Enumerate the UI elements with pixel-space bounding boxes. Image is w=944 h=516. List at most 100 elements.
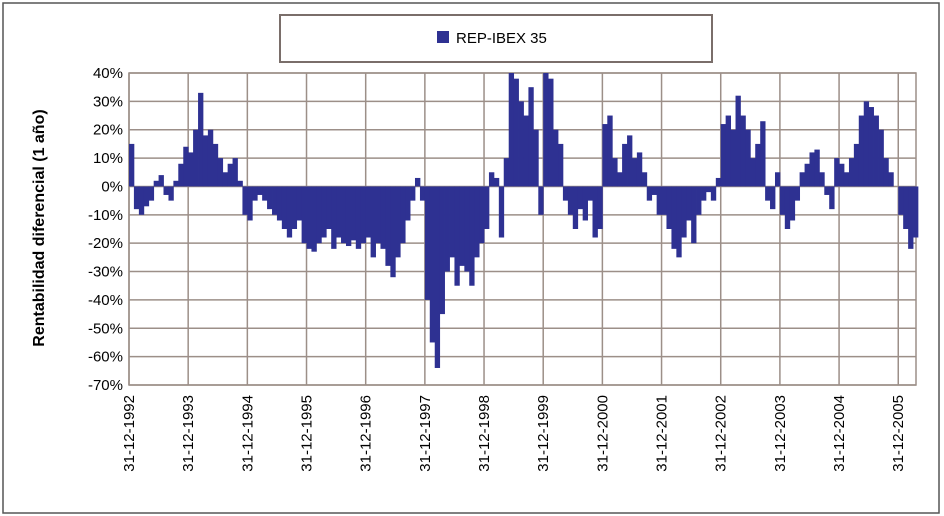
bar bbox=[336, 186, 342, 238]
bar bbox=[577, 186, 584, 210]
bar bbox=[360, 186, 367, 244]
bar bbox=[567, 186, 574, 215]
bar bbox=[479, 186, 485, 244]
bar bbox=[819, 172, 825, 187]
bar bbox=[390, 186, 396, 278]
bar bbox=[163, 186, 169, 195]
bar bbox=[173, 180, 179, 187]
x-tick-label: 31-12-2004 bbox=[831, 395, 848, 472]
bar bbox=[582, 186, 588, 221]
bar bbox=[765, 186, 771, 201]
bar bbox=[631, 158, 638, 187]
y-axis-label: Rentabilidad diferencial (1 año) bbox=[31, 109, 48, 346]
bar bbox=[701, 186, 707, 201]
bar bbox=[484, 186, 490, 229]
bar bbox=[158, 175, 164, 187]
bar bbox=[538, 186, 544, 215]
bar bbox=[794, 186, 801, 201]
bar bbox=[686, 186, 692, 221]
bar bbox=[419, 186, 426, 201]
bar bbox=[750, 158, 756, 187]
bar bbox=[888, 172, 894, 187]
legend-swatch bbox=[437, 31, 449, 43]
bar bbox=[518, 101, 524, 187]
bar bbox=[138, 186, 145, 215]
bar bbox=[129, 143, 135, 187]
bar bbox=[143, 186, 150, 207]
bar bbox=[217, 158, 224, 187]
bar bbox=[474, 186, 480, 258]
y-tick-label: -30% bbox=[88, 264, 123, 281]
bar bbox=[449, 186, 455, 258]
bar bbox=[533, 129, 539, 187]
bar bbox=[508, 73, 515, 187]
bar bbox=[868, 107, 874, 187]
bar bbox=[548, 78, 554, 187]
bar bbox=[252, 186, 258, 201]
bar bbox=[434, 186, 441, 368]
bar bbox=[853, 143, 860, 187]
bar bbox=[908, 186, 914, 249]
bar bbox=[770, 186, 776, 210]
y-tick-label: -70% bbox=[88, 377, 123, 394]
bar bbox=[454, 186, 460, 286]
bar bbox=[424, 186, 431, 300]
y-tick-label: 30% bbox=[93, 93, 123, 110]
bar bbox=[331, 186, 337, 249]
bar bbox=[774, 172, 781, 187]
bar bbox=[459, 186, 465, 266]
x-tick-label: 31-12-1998 bbox=[476, 395, 493, 472]
bar bbox=[725, 115, 732, 187]
legend-label: REP-IBEX 35 bbox=[456, 30, 547, 47]
bar bbox=[760, 121, 766, 187]
bar bbox=[198, 92, 204, 187]
bar bbox=[306, 186, 312, 249]
bar bbox=[513, 78, 519, 187]
bar bbox=[237, 180, 243, 187]
bar bbox=[429, 186, 436, 343]
bar bbox=[493, 177, 500, 187]
bar bbox=[715, 177, 722, 187]
bar bbox=[784, 186, 791, 229]
bar bbox=[834, 158, 840, 187]
bar bbox=[553, 129, 559, 187]
bar bbox=[503, 158, 510, 187]
bar bbox=[681, 186, 687, 238]
bar bbox=[666, 186, 672, 229]
bar bbox=[380, 186, 386, 249]
bar bbox=[607, 115, 613, 187]
bar bbox=[400, 186, 406, 244]
x-tick-label: 31-12-1999 bbox=[535, 395, 552, 472]
bar bbox=[913, 186, 919, 238]
bar bbox=[829, 186, 835, 210]
bar bbox=[498, 186, 505, 238]
x-tick-label: 31-12-1997 bbox=[417, 395, 434, 472]
bar bbox=[316, 186, 322, 244]
bar bbox=[612, 158, 618, 187]
x-tick-label: 31-12-2002 bbox=[713, 395, 730, 472]
bar bbox=[341, 186, 347, 244]
bar bbox=[464, 186, 470, 272]
bar bbox=[656, 186, 662, 215]
bar bbox=[745, 129, 751, 187]
bar bbox=[345, 186, 352, 247]
x-tick-label: 31-12-1992 bbox=[121, 395, 138, 472]
bar bbox=[488, 172, 495, 187]
bar bbox=[439, 186, 445, 315]
bar bbox=[242, 186, 248, 215]
bar bbox=[207, 129, 214, 187]
bar bbox=[148, 186, 155, 201]
bar bbox=[602, 124, 608, 187]
legend-box bbox=[279, 14, 713, 63]
y-tick-label: 20% bbox=[93, 122, 123, 139]
bar bbox=[528, 87, 534, 187]
bar bbox=[202, 135, 209, 187]
bar bbox=[597, 186, 603, 229]
bar bbox=[247, 186, 253, 221]
x-tick-label: 31-12-1994 bbox=[239, 395, 256, 472]
bar bbox=[903, 186, 909, 229]
x-tick-label: 31-12-2001 bbox=[654, 395, 671, 472]
bar bbox=[410, 186, 416, 201]
bar bbox=[809, 152, 815, 187]
bar bbox=[276, 186, 283, 221]
